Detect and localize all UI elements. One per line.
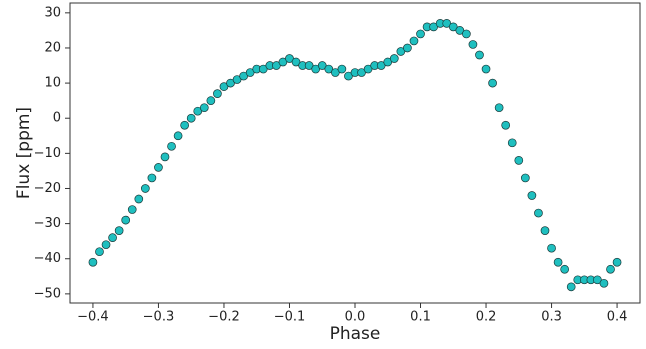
y-tick-label: 0	[53, 111, 61, 126]
data-point	[206, 96, 216, 106]
data-point	[160, 152, 170, 162]
data-point	[416, 29, 425, 39]
data-point	[560, 264, 570, 274]
x-tick-label: −0.4	[77, 310, 109, 325]
data-point	[553, 257, 563, 267]
y-tick-label: −50	[34, 286, 61, 301]
data-point	[488, 78, 497, 88]
y-tick-label: −40	[34, 251, 61, 266]
data-point	[121, 215, 131, 225]
data-point	[337, 64, 347, 74]
data-point	[88, 257, 98, 267]
data-point	[147, 173, 157, 183]
data-point	[127, 205, 137, 214]
x-axis-label: Phase	[330, 324, 381, 344]
data-point	[134, 194, 144, 204]
y-tick-label: −10	[34, 146, 61, 161]
data-point	[547, 243, 556, 253]
data-point	[494, 103, 504, 113]
data-point	[599, 278, 609, 288]
y-tick-label: 20	[44, 40, 61, 55]
data-point	[566, 282, 576, 292]
data-point	[403, 43, 412, 53]
data-point	[462, 29, 471, 39]
data-point	[213, 89, 222, 98]
data-point	[101, 240, 111, 250]
data-point	[140, 184, 150, 193]
data-point	[114, 226, 124, 235]
data-point	[612, 257, 622, 267]
data-point	[514, 156, 524, 165]
x-tick-label: 0.0	[345, 310, 366, 325]
data-point	[199, 103, 209, 113]
x-tick-label: −0.3	[143, 310, 175, 325]
x-tick-label: 0.4	[607, 310, 628, 325]
data-point	[154, 163, 163, 172]
data-point	[606, 264, 615, 274]
y-tick-label: 30	[44, 5, 61, 20]
y-tick-label: 10	[44, 76, 61, 91]
data-point	[186, 113, 196, 123]
x-tick-label: 0.2	[476, 310, 497, 325]
data-point	[108, 233, 117, 243]
data-point	[468, 40, 478, 49]
data-point	[520, 173, 530, 183]
data-point	[409, 36, 419, 46]
y-tick-label: −30	[34, 216, 61, 231]
data-point	[173, 131, 183, 141]
data-point	[95, 247, 104, 257]
data-point	[501, 120, 511, 130]
x-tick-label: 0.1	[410, 310, 431, 325]
x-tick-label: 0.3	[541, 310, 562, 325]
y-tick-label: −20	[34, 181, 61, 196]
data-point	[389, 54, 399, 63]
data-point	[180, 120, 190, 130]
data-point	[540, 226, 550, 235]
data-point	[534, 208, 543, 218]
data-point	[167, 141, 176, 151]
data-point	[507, 138, 517, 148]
plot-frame	[69, 2, 641, 304]
data-point	[475, 50, 484, 60]
data-point	[481, 64, 491, 74]
x-tick-label: −0.1	[274, 310, 306, 325]
data-point	[527, 191, 537, 200]
y-axis-label: Flux [ppm]	[14, 107, 34, 199]
x-tick-label: −0.2	[208, 310, 240, 325]
